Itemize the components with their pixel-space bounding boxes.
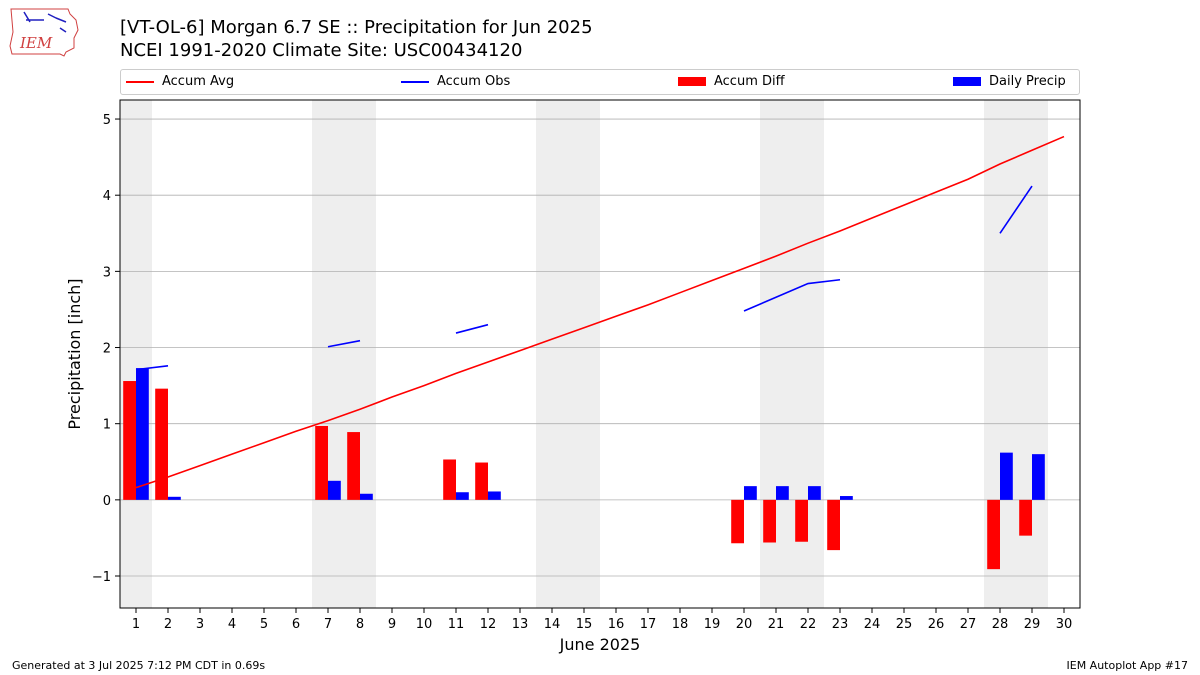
legend-swatch-accum-avg (126, 80, 154, 83)
daily-precip-bar (840, 496, 853, 500)
legend-label-accum-diff: Accum Diff (714, 74, 785, 89)
weekend-shade (120, 100, 152, 608)
x-tick-label: 15 (576, 617, 593, 632)
legend-label-daily-precip: Daily Precip (989, 74, 1066, 89)
x-tick-label: 20 (736, 617, 753, 632)
chart-title: [VT-OL-6] Morgan 6.7 SE :: Precipitation… (120, 17, 593, 38)
x-tick-label: 28 (992, 617, 1009, 632)
daily-precip-bar (168, 496, 181, 500)
y-tick-label: 2 (103, 342, 111, 357)
accum-diff-bar (443, 459, 456, 500)
accum-avg-line (135, 135, 1065, 489)
y-tick-label: 1 (103, 418, 111, 433)
legend-item-accum-obs: Accum Obs (401, 74, 510, 89)
accum-obs-line (743, 278, 841, 312)
x-tick-label: 14 (544, 617, 561, 632)
y-tick-label: 0 (103, 494, 111, 509)
x-axis-label: June 2025 (559, 635, 641, 654)
x-tick-label: 3 (196, 617, 204, 632)
x-tick-label: 21 (768, 617, 785, 632)
plot-frame (119, 99, 1081, 609)
y-tick-label: 3 (103, 265, 111, 280)
legend-label-accum-obs: Accum Obs (437, 74, 511, 89)
legend-label-accum-avg: Accum Avg (162, 74, 235, 89)
accum-diff-bar (987, 499, 1000, 570)
accum-diff-bar (763, 499, 776, 543)
y-tick-label: 5 (103, 113, 111, 128)
daily-precip-bar (488, 491, 501, 500)
logo-text: IEM (19, 34, 53, 52)
x-tick-label: 9 (388, 617, 396, 632)
daily-precip-bar (456, 492, 469, 500)
daily-precip-bar (360, 493, 373, 500)
daily-precip-bar (136, 368, 149, 500)
daily-precip-bar (1000, 452, 1013, 500)
legend-item-accum-avg: Accum Avg (126, 74, 234, 89)
x-tick-label: 29 (1024, 617, 1041, 632)
x-tick-label: 26 (928, 617, 945, 632)
x-tick-label: 30 (1056, 617, 1073, 632)
x-tick-label: 11 (448, 617, 465, 632)
daily-precip-bar (744, 486, 757, 500)
x-tick-label: 24 (864, 617, 881, 632)
iem-logo: IEM (9, 8, 79, 57)
accum-diff-bar (827, 499, 840, 551)
accum-diff-bar (731, 499, 744, 544)
x-tick-label: 12 (480, 617, 497, 632)
y-axis-label: Precipitation [inch] (65, 278, 84, 429)
x-tick-label: 6 (292, 617, 300, 632)
accum-obs-line (999, 185, 1033, 234)
x-tick-label: 17 (640, 617, 657, 632)
legend-swatch-accum-diff (678, 77, 706, 86)
x-tick-label: 5 (260, 617, 268, 632)
accum-diff-bar (123, 381, 136, 500)
x-tick-label: 2 (164, 617, 172, 632)
autoplot-app-label: IEM Autoplot App #17 (1066, 659, 1189, 672)
x-tick-label: 8 (356, 617, 364, 632)
iowa-outline-shape (9, 8, 79, 57)
x-tick-label: 22 (800, 617, 817, 632)
daily-precip-bar (808, 486, 821, 500)
y-tick-label: −1 (92, 570, 111, 585)
x-tick-label: 7 (324, 617, 332, 632)
legend-item-daily-precip: Daily Precip (953, 74, 1066, 89)
x-tick-label: 4 (228, 617, 236, 632)
chart-legend: Accum Avg Accum Obs Accum Diff Daily Pre… (120, 69, 1080, 95)
x-tick-label: 16 (608, 617, 625, 632)
accum-obs-line (455, 323, 489, 334)
accum-diff-bar (347, 432, 360, 500)
daily-precip-bar (1032, 454, 1045, 500)
chart-subtitle: NCEI 1991-2020 Climate Site: USC00434120 (120, 40, 523, 61)
x-tick-label: 25 (896, 617, 913, 632)
legend-swatch-daily-precip (953, 77, 981, 86)
weather-icon (23, 11, 67, 33)
x-tick-label: 1 (132, 617, 140, 632)
x-tick-label: 23 (832, 617, 849, 632)
y-tick-label: 4 (103, 189, 111, 204)
generated-timestamp: Generated at 3 Jul 2025 7:12 PM CDT in 0… (12, 659, 266, 672)
weekend-shade (312, 100, 376, 608)
weekend-shade (536, 100, 600, 608)
x-tick-label: 19 (704, 617, 721, 632)
legend-swatch-accum-obs (401, 80, 429, 83)
accum-diff-bar (315, 425, 328, 500)
daily-precip-bar (328, 480, 341, 500)
accum-diff-bar (155, 388, 168, 500)
accum-obs-line (135, 365, 169, 371)
accum-obs-line (327, 339, 361, 348)
accum-diff-bar (1019, 499, 1032, 536)
x-tick-label: 27 (960, 617, 977, 632)
daily-precip-bar (776, 486, 789, 500)
x-tick-label: 13 (512, 617, 529, 632)
legend-item-accum-diff: Accum Diff (678, 74, 785, 89)
accum-diff-bar (475, 462, 488, 500)
accum-diff-bar (795, 499, 808, 542)
x-tick-label: 18 (672, 617, 689, 632)
x-tick-label: 10 (416, 617, 433, 632)
